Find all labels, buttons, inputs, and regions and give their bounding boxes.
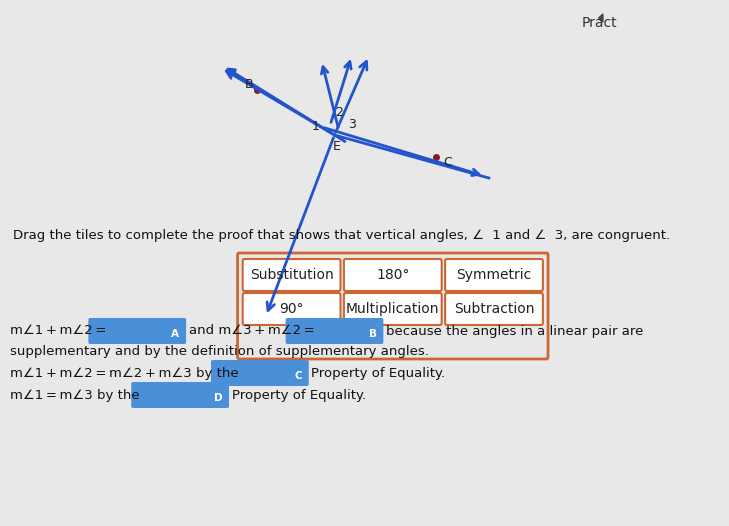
Text: Pract: Pract bbox=[582, 16, 617, 30]
Text: m∠1 = m∠3 by the: m∠1 = m∠3 by the bbox=[10, 389, 140, 401]
Text: and m∠3 + m∠2 =: and m∠3 + m∠2 = bbox=[189, 325, 314, 338]
Text: Multiplication: Multiplication bbox=[346, 302, 440, 316]
Text: B: B bbox=[244, 78, 253, 92]
Text: 3: 3 bbox=[348, 118, 356, 132]
Text: m∠1 + m∠2 = m∠2 + m∠3 by the: m∠1 + m∠2 = m∠2 + m∠3 by the bbox=[10, 367, 239, 379]
Text: D: D bbox=[214, 393, 222, 403]
Text: Subtraction: Subtraction bbox=[453, 302, 534, 316]
Text: m∠1 + m∠2 =: m∠1 + m∠2 = bbox=[10, 325, 106, 338]
Text: C: C bbox=[443, 157, 452, 169]
FancyBboxPatch shape bbox=[445, 293, 543, 325]
Text: 1: 1 bbox=[312, 120, 319, 134]
FancyBboxPatch shape bbox=[243, 259, 340, 291]
Text: supplementary and by the definition of supplementary angles.: supplementary and by the definition of s… bbox=[10, 345, 429, 358]
Text: Drag the tiles to complete the proof that shows that vertical angles, ∠ 1 and ∠ : Drag the tiles to complete the proof tha… bbox=[13, 228, 670, 241]
FancyBboxPatch shape bbox=[211, 360, 309, 386]
FancyBboxPatch shape bbox=[445, 259, 543, 291]
Text: 180°: 180° bbox=[376, 268, 410, 282]
FancyBboxPatch shape bbox=[344, 293, 442, 325]
FancyBboxPatch shape bbox=[344, 259, 442, 291]
FancyBboxPatch shape bbox=[286, 318, 383, 344]
Text: Property of Equality.: Property of Equality. bbox=[311, 367, 445, 379]
Text: 2: 2 bbox=[335, 106, 343, 119]
Text: A: A bbox=[171, 329, 179, 339]
Text: Property of Equality.: Property of Equality. bbox=[232, 389, 366, 401]
FancyBboxPatch shape bbox=[243, 293, 340, 325]
FancyBboxPatch shape bbox=[131, 382, 229, 408]
Polygon shape bbox=[599, 14, 603, 22]
Text: E: E bbox=[333, 140, 341, 154]
Text: because the angles in a linear pair are: because the angles in a linear pair are bbox=[386, 325, 643, 338]
Text: C: C bbox=[295, 371, 302, 381]
FancyBboxPatch shape bbox=[88, 318, 186, 344]
Text: B: B bbox=[368, 329, 376, 339]
Text: Substitution: Substitution bbox=[250, 268, 333, 282]
Text: Symmetric: Symmetric bbox=[456, 268, 531, 282]
Text: 90°: 90° bbox=[279, 302, 304, 316]
